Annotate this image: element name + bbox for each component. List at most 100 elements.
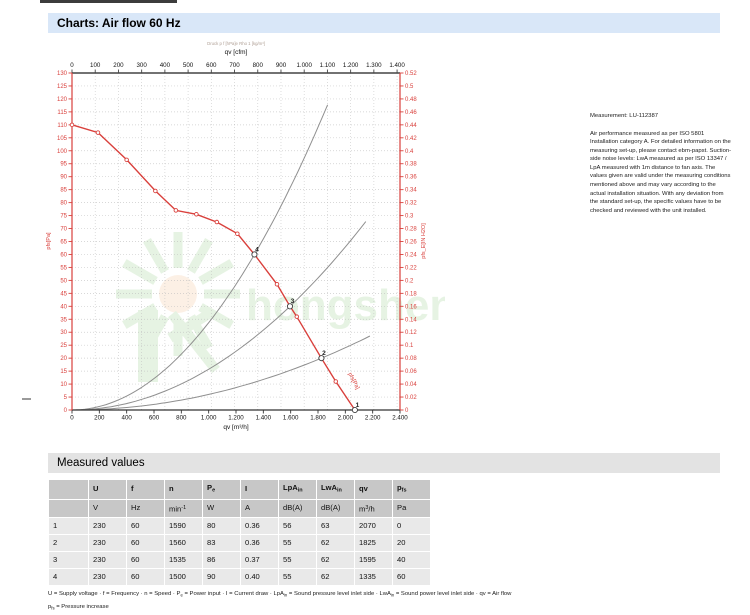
value-cell: 55 bbox=[279, 535, 316, 552]
svg-text:pfs[Pa]: pfs[Pa] bbox=[46, 232, 52, 250]
svg-text:200: 200 bbox=[94, 415, 105, 422]
value-cell: 62 bbox=[317, 552, 354, 569]
value-cell: 86 bbox=[203, 552, 240, 569]
svg-text:95: 95 bbox=[60, 162, 67, 168]
svg-text:0.14: 0.14 bbox=[405, 317, 417, 323]
svg-text:0: 0 bbox=[64, 408, 68, 414]
svg-text:0: 0 bbox=[70, 62, 74, 69]
measurement-id: Measurement: LU-112387 bbox=[590, 113, 658, 119]
data-point-marker bbox=[153, 188, 158, 194]
svg-text:qv [cfm]: qv [cfm] bbox=[225, 49, 248, 56]
legend-line-1: U = Supply voltage · f = Frequency · n =… bbox=[48, 591, 512, 598]
svg-text:0.48: 0.48 bbox=[405, 97, 417, 103]
operating-point bbox=[318, 355, 325, 362]
value-cell: 60 bbox=[127, 535, 164, 552]
svg-text:0.36: 0.36 bbox=[405, 175, 417, 181]
svg-text:0.38: 0.38 bbox=[405, 162, 417, 168]
svg-text:2.000: 2.000 bbox=[338, 415, 354, 422]
value-cell: 230 bbox=[89, 552, 126, 569]
svg-text:55: 55 bbox=[60, 265, 67, 271]
svg-text:60: 60 bbox=[60, 252, 67, 258]
value-cell: 0.37 bbox=[241, 552, 278, 569]
data-point-marker bbox=[214, 219, 220, 225]
svg-text:1.200: 1.200 bbox=[228, 415, 244, 422]
value-cell: 60 bbox=[127, 569, 164, 586]
data-point-marker bbox=[173, 208, 179, 213]
data-point-marker bbox=[69, 122, 75, 128]
value-cell: 63 bbox=[317, 518, 354, 535]
svg-text:45: 45 bbox=[60, 291, 67, 297]
svg-text:800: 800 bbox=[176, 415, 187, 422]
data-point-marker bbox=[124, 157, 129, 163]
svg-text:0.46: 0.46 bbox=[405, 110, 417, 116]
operating-point-label: 4 bbox=[255, 246, 259, 253]
unit-cell: m3/h bbox=[355, 499, 392, 518]
value-cell: 2070 bbox=[355, 518, 392, 535]
svg-text:0.26: 0.26 bbox=[405, 240, 417, 246]
table-row: 4 230 60 1500 90 0.40 55 62 1335 60 bbox=[49, 569, 430, 586]
svg-text:0: 0 bbox=[405, 408, 409, 414]
measurement-note-body: Air performance measured as per ISO 5801… bbox=[590, 130, 732, 214]
unit-cell: dB(A) bbox=[279, 499, 316, 518]
svg-text:0.28: 0.28 bbox=[405, 227, 417, 233]
measurement-note: Measurement: LU-112387 Air performance m… bbox=[590, 112, 732, 215]
section-header-measured-values: Measured values bbox=[48, 453, 720, 473]
value-cell: 1500 bbox=[165, 569, 202, 586]
svg-text:0.08: 0.08 bbox=[405, 356, 417, 362]
value-cell: 80 bbox=[203, 518, 240, 535]
data-point-marker bbox=[274, 282, 280, 287]
unit-cell: A bbox=[241, 499, 278, 518]
svg-text:1.000: 1.000 bbox=[201, 415, 217, 422]
table-row: 3 230 60 1535 86 0.37 55 62 1595 40 bbox=[49, 552, 430, 569]
column-header: I bbox=[241, 480, 278, 499]
unit-cell: V bbox=[89, 499, 126, 518]
table-row: 2 230 60 1560 83 0.36 55 62 1825 20 bbox=[49, 535, 430, 552]
legend-line-2: pfs = Pressure increase bbox=[48, 603, 109, 610]
value-cell: 60 bbox=[393, 569, 430, 586]
svg-text:pfs_E[IN H2O]: pfs_E[IN H2O] bbox=[421, 223, 427, 259]
column-header: LpAin bbox=[279, 480, 316, 499]
svg-text:0.5: 0.5 bbox=[405, 84, 414, 90]
abbreviation-legend: U = Supply voltage · f = Frequency · n =… bbox=[48, 591, 511, 611]
svg-text:40: 40 bbox=[60, 304, 67, 310]
value-cell: 56 bbox=[279, 518, 316, 535]
column-header: pfs bbox=[393, 480, 430, 499]
svg-text:0: 0 bbox=[70, 415, 74, 422]
value-cell: 1595 bbox=[355, 552, 392, 569]
svg-text:0.1: 0.1 bbox=[405, 343, 414, 349]
svg-text:0.22: 0.22 bbox=[405, 265, 417, 271]
charts-section-title: Charts: Air flow 60 Hz bbox=[57, 16, 181, 30]
value-cell: 0.36 bbox=[241, 518, 278, 535]
value-cell: 55 bbox=[279, 569, 316, 586]
value-cell: 4 bbox=[49, 569, 88, 586]
column-header: qv bbox=[355, 480, 392, 499]
svg-text:1.800: 1.800 bbox=[310, 415, 326, 422]
svg-text:0.16: 0.16 bbox=[405, 304, 417, 310]
svg-text:30: 30 bbox=[60, 330, 67, 336]
svg-text:qv [m³/h]: qv [m³/h] bbox=[223, 424, 248, 431]
column-header: n bbox=[165, 480, 202, 499]
svg-text:2.200: 2.200 bbox=[365, 415, 381, 422]
data-point-marker bbox=[235, 231, 240, 236]
grid bbox=[72, 73, 400, 410]
operating-point bbox=[286, 303, 294, 310]
value-cell: 230 bbox=[89, 569, 126, 586]
value-cell: 2 bbox=[49, 535, 88, 552]
svg-text:0.52: 0.52 bbox=[405, 71, 417, 77]
svg-text:65: 65 bbox=[60, 240, 67, 246]
svg-text:900: 900 bbox=[276, 62, 287, 69]
svg-text:2.400: 2.400 bbox=[392, 415, 408, 422]
unit-cell: min-1 bbox=[165, 499, 202, 518]
svg-text:1.000: 1.000 bbox=[296, 62, 312, 69]
unit-cell: dB(A) bbox=[317, 499, 354, 518]
svg-text:0.02: 0.02 bbox=[405, 395, 417, 401]
svg-text:0.32: 0.32 bbox=[405, 201, 417, 207]
svg-text:10: 10 bbox=[60, 382, 67, 388]
svg-text:0.44: 0.44 bbox=[405, 123, 417, 129]
svg-text:0.42: 0.42 bbox=[405, 136, 417, 142]
svg-text:400: 400 bbox=[122, 415, 133, 422]
left-margin-dash bbox=[22, 398, 31, 400]
svg-text:130: 130 bbox=[57, 71, 68, 77]
svg-text:85: 85 bbox=[60, 188, 67, 194]
